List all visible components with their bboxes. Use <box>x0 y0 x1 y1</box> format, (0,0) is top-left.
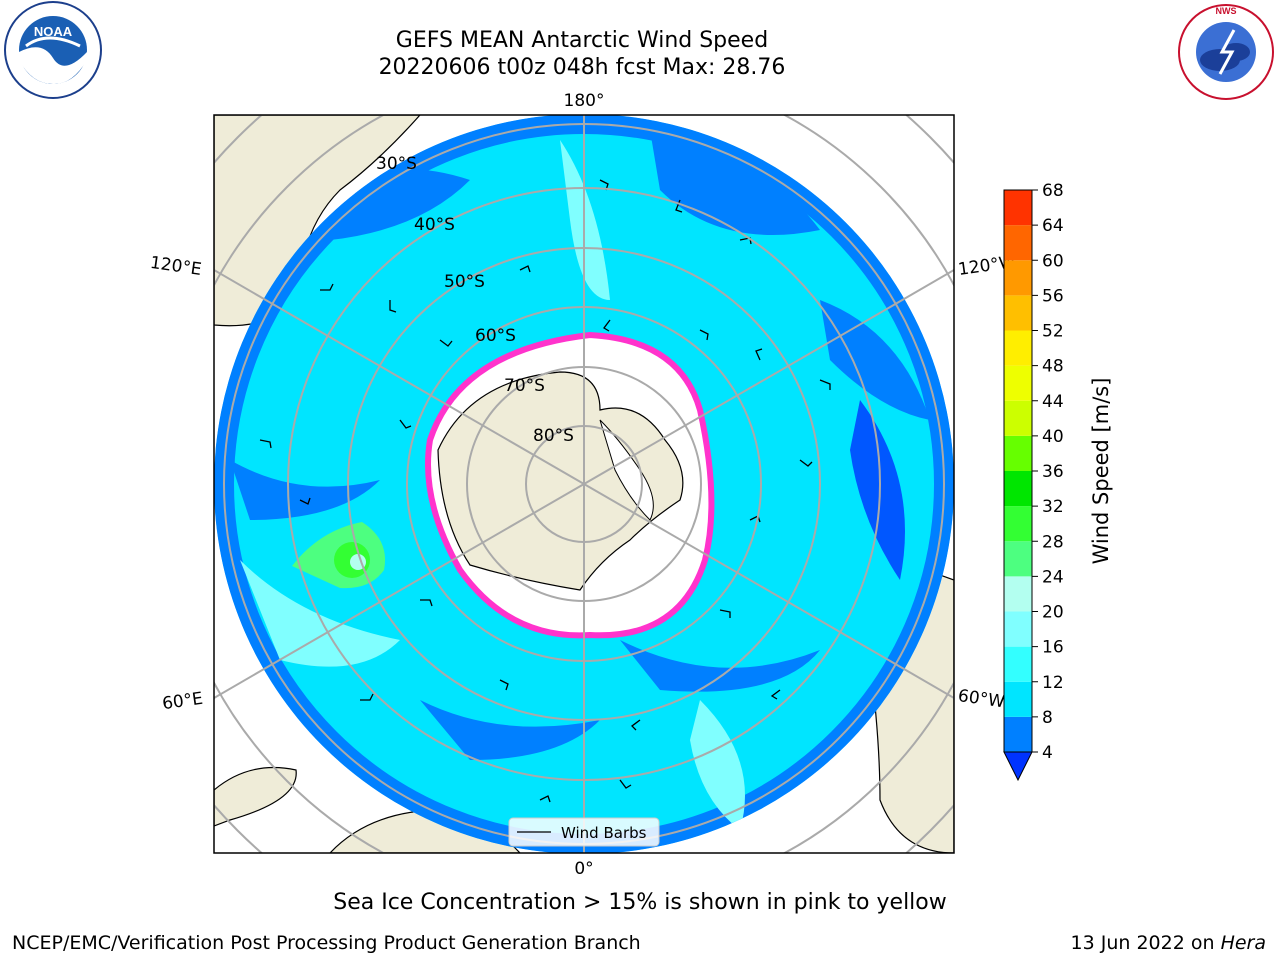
map-frame <box>213 114 955 854</box>
wind-speed-field <box>214 115 954 853</box>
madagascar-land <box>214 766 297 827</box>
colorbar-segment <box>1004 646 1032 682</box>
lat-label-30s: 30°S <box>376 154 417 174</box>
colorbar-tick-label: 28 <box>1042 532 1064 552</box>
colorbar-segment <box>1004 365 1032 401</box>
colorbar-segment <box>1004 681 1032 717</box>
colorbar-segment <box>1004 471 1032 507</box>
nws-logo: NWS <box>1178 4 1274 100</box>
colorbar-tick-label: 4 <box>1042 743 1053 763</box>
colorbar-tick-label: 60 <box>1042 251 1064 271</box>
legend-wind-barbs-label: Wind Barbs <box>561 824 647 842</box>
chart-subtitle: 20220606 t00z 048h fcst Max: 28.76 <box>378 55 786 80</box>
lat-label-80s: 80°S <box>533 426 574 446</box>
lat-label-40s: 40°S <box>414 215 455 235</box>
colorbar-segment <box>1004 260 1032 296</box>
colorbar-segment <box>1004 541 1032 577</box>
colorbar-segment <box>1004 506 1032 542</box>
colorbar-segment <box>1004 400 1032 436</box>
colorbar-tick-label: 48 <box>1042 357 1064 377</box>
colorbar-segment <box>1004 576 1032 612</box>
colorbar-tick-label: 20 <box>1042 603 1064 623</box>
colorbar-segment <box>1004 190 1032 226</box>
footer-date: 13 Jun 2022 on Hera <box>1071 932 1266 954</box>
colorbar-segment <box>1004 295 1032 331</box>
colorbar-tick-label: 32 <box>1042 497 1064 517</box>
colorbar-tick-label: 56 <box>1042 286 1064 306</box>
colorbar-tick-label: 36 <box>1042 462 1064 482</box>
antarctica-land <box>437 371 684 591</box>
lon-label-120e: 120°E <box>149 253 203 280</box>
colorbar-segment <box>1004 611 1032 647</box>
colorbar-label: Wind Speed [m/s] <box>1089 378 1113 565</box>
lat-label-70s: 70°S <box>504 376 545 396</box>
colorbar-tick-label: 68 <box>1042 181 1064 201</box>
colorbar-tick-label: 44 <box>1042 392 1064 412</box>
colorbar-segment <box>1004 716 1032 752</box>
sea-ice-caption: Sea Ice Concentration > 15% is shown in … <box>333 890 947 915</box>
colorbar-segment <box>1004 435 1032 471</box>
colorbar-tick-label: 52 <box>1042 322 1064 342</box>
chart-title: GEFS MEAN Antarctic Wind Speed <box>395 28 769 53</box>
colorbar-tick-label: 8 <box>1042 708 1053 728</box>
lon-label-180: 180° <box>564 91 605 111</box>
footer-date-text: 13 Jun 2022 on <box>1070 932 1221 954</box>
svg-text:NWS: NWS <box>1216 6 1237 16</box>
colorbar-tick-label: 40 <box>1042 427 1064 447</box>
lat-label-50s: 50°S <box>444 272 485 292</box>
lon-label-0: 0° <box>574 859 593 879</box>
lat-label-60s: 60°S <box>475 326 516 346</box>
noaa-logo-text: NOAA <box>34 24 73 39</box>
noaa-logo: NOAA <box>4 1 102 99</box>
footer-branch: NCEP/EMC/Verification Post Processing Pr… <box>12 932 641 954</box>
footer-host: Hera <box>1220 932 1266 954</box>
colorbar-segment <box>1004 330 1032 366</box>
lon-label-60e: 60°E <box>161 689 204 714</box>
colorbar-tick-label: 16 <box>1042 638 1064 658</box>
colorbar-tick-label: 24 <box>1042 567 1064 587</box>
colorbar-segment <box>1004 225 1032 261</box>
colorbar-tick-label: 64 <box>1042 216 1064 236</box>
map-legend <box>508 817 660 847</box>
colorbar-tick-label: 12 <box>1042 673 1064 693</box>
